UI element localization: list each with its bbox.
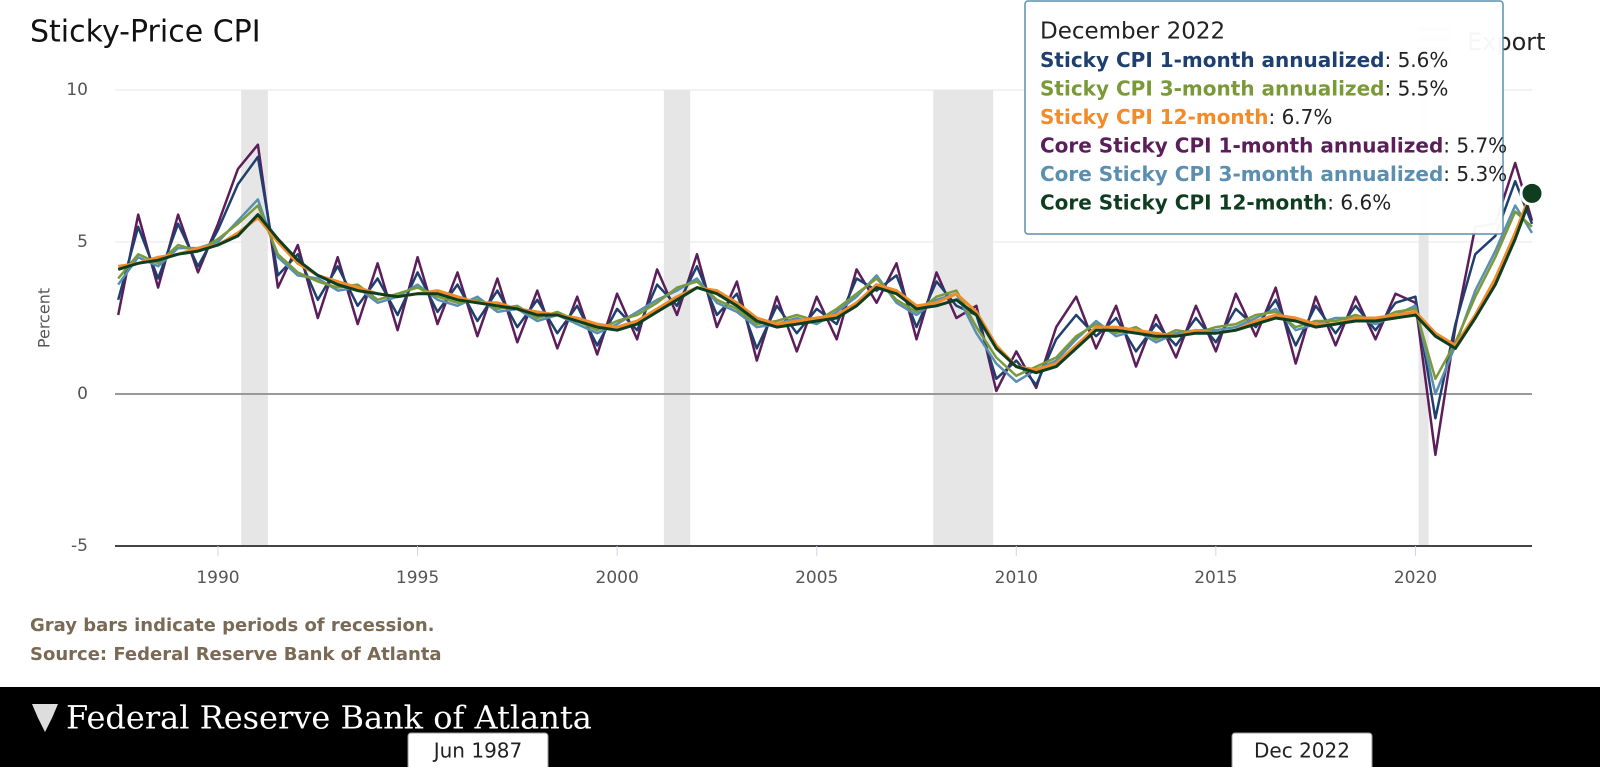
recession-bar	[663, 90, 691, 546]
tooltip-entry: Core Sticky CPI 3-month annualized: 5.3%	[1040, 162, 1507, 186]
tooltip-box	[1024, 0, 1504, 235]
tooltip-series-name: Sticky CPI 3-month annualized	[1040, 76, 1384, 100]
x-tick-label: 2010	[995, 568, 1038, 588]
series-line	[117, 189, 1534, 372]
tooltip-entry: Sticky CPI 3-month annualized: 5.5%	[1040, 76, 1448, 100]
recession-bar	[933, 90, 994, 546]
chart-title: Sticky-Price CPI	[30, 15, 261, 50]
tooltip-series-name: Core Sticky CPI 1-month annualized	[1040, 133, 1443, 157]
x-tick-label: 2005	[795, 568, 838, 588]
tooltip-value: 5.6%	[1398, 48, 1449, 72]
tooltip-entry: Sticky CPI 12-month: 6.7%	[1040, 105, 1332, 129]
tooltip-series-name: Sticky CPI 1-month annualized	[1040, 48, 1384, 72]
logo-icon	[32, 704, 58, 732]
navigator-label-box	[1231, 732, 1373, 767]
tooltip-value: 5.3%	[1456, 162, 1507, 186]
tooltip-value: 5.7%	[1456, 133, 1507, 157]
y-tick-label: 5	[77, 232, 88, 252]
footer-logo: Federal Reserve Bank of Atlanta	[66, 699, 592, 737]
tooltip-entry: Sticky CPI 1-month annualized: 5.6%	[1040, 48, 1448, 72]
tooltip-value: 6.6%	[1340, 190, 1391, 214]
tooltip-entry: Core Sticky CPI 1-month annualized: 5.7%	[1040, 133, 1507, 157]
tooltip-series-name: Sticky CPI 12-month	[1040, 105, 1268, 129]
x-tick-label: 2015	[1194, 568, 1237, 588]
tooltip-title: December 2022	[1040, 19, 1225, 45]
plot-area: -5 0 5 10 1990 1995 2000 2005 2010 2015 2020	[66, 80, 1545, 588]
series-line	[117, 192, 1534, 375]
tooltip-series-name: Core Sticky CPI 3-month annualized	[1040, 162, 1443, 186]
x-tick-label: 1990	[196, 568, 239, 588]
note: Gray bars indicate periods of recession.	[30, 615, 434, 636]
navigator-label-box	[407, 732, 549, 767]
source: Source: Federal Reserve Bank of Atlanta	[30, 644, 442, 665]
tooltip-value: 6.7%	[1282, 105, 1333, 129]
navigator-label: Jun 1987	[432, 739, 523, 763]
x-tick-label: 2000	[596, 568, 639, 588]
hover-marker	[1519, 180, 1545, 206]
y-tick-label: 10	[66, 80, 88, 100]
tooltip-value: 5.5%	[1398, 76, 1449, 100]
y-tick-label: -5	[71, 536, 88, 556]
navigator-label: Dec 2022	[1254, 739, 1350, 763]
recession-bar	[241, 90, 268, 546]
y-tick-label: 0	[77, 384, 88, 404]
tooltip: December 2022 Sticky CPI 1-month annuali…	[1024, 0, 1507, 235]
tooltip-entry: Core Sticky CPI 12-month: 6.6%	[1040, 190, 1391, 214]
x-tick-label: 1995	[396, 568, 439, 588]
tooltip-series-name: Core Sticky CPI 12-month	[1040, 190, 1327, 214]
y-axis-label: Percent	[35, 288, 54, 348]
x-tick-label: 2020	[1394, 568, 1437, 588]
recession-bar	[1418, 90, 1429, 546]
